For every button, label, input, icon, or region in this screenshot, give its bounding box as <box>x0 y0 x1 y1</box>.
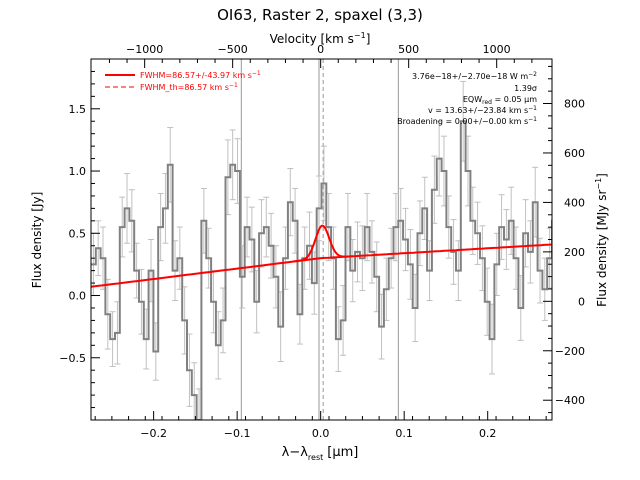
legend-entry-fwhm-text: FWHM=86.57+/-43.97 km s <box>140 71 252 80</box>
bottom-axis-label-main: λ−λ <box>282 445 309 460</box>
y-tick-label: 0.5 <box>69 227 87 240</box>
annotation-eqw-value: = 0.05 μm <box>492 95 537 104</box>
x-tick-label: −0.1 <box>224 427 251 440</box>
right-tick-label: −400 <box>555 394 585 407</box>
legend-entry-fwhm: FWHM=86.57+/-43.97 km s−1 <box>140 70 261 80</box>
right-axis-label-sup: −1 <box>594 178 603 190</box>
annotation-velocity: v = 13.63+/−23.84 km s−1 <box>428 105 537 115</box>
bottom-axis-label-sub: rest <box>308 453 323 462</box>
y-tick-label: 0.0 <box>69 290 87 303</box>
legend-entry-fwhm-sup: −1 <box>252 70 261 77</box>
spectrum-line <box>91 120 552 420</box>
annotation-broadening-text: Broadening = 0.00+/−0.00 km s <box>397 117 528 126</box>
right-tick-label: 800 <box>564 98 585 111</box>
top-axis-label-main: Velocity [km s <box>270 32 354 46</box>
right-axis-label-main: Flux density [MJy sr <box>595 190 609 307</box>
right-tick-label: 200 <box>564 246 585 259</box>
annotation-eqw-sub: red <box>482 99 492 106</box>
top-axis-label-end: ] <box>366 32 371 46</box>
right-tick-label: −200 <box>555 345 585 358</box>
annotation-eqw: EQWred = 0.05 μm <box>463 95 537 106</box>
annotation-broadening-sup: −1 <box>528 116 537 123</box>
top-tick-label: 500 <box>398 43 419 56</box>
right-axis-label: Flux density [MJy sr−1] <box>594 173 609 307</box>
right-tick-label: 400 <box>564 196 585 209</box>
annotation-eqw-text: EQW <box>463 95 482 104</box>
top-axis-label-sup: −1 <box>354 31 366 40</box>
right-tick-label: 0 <box>578 295 585 308</box>
x-tick-label: −0.2 <box>140 427 167 440</box>
x-tick-label: 0.1 <box>395 427 413 440</box>
y-tick-label: 1.5 <box>69 103 87 116</box>
top-tick-label: 0 <box>317 43 324 56</box>
right-tick-label: 600 <box>564 147 585 160</box>
left-axis-label: Flux density [Jy] <box>30 192 44 289</box>
right-axis-label-end: ] <box>595 173 609 178</box>
top-tick-label: −1000 <box>126 43 163 56</box>
annotation-significance: 1.39σ <box>514 84 537 93</box>
bottom-axis-label-unit: [μm] <box>327 445 358 460</box>
annotation-velocity-text: v = 13.63+/−23.84 km s <box>428 106 528 115</box>
annotation-flux-sup: −2 <box>528 71 537 78</box>
legend-entry-fwhm-th-text: FWHM_th=86.57 km s <box>140 83 229 92</box>
y-tick-label: −0.5 <box>59 352 86 365</box>
legend: FWHM=86.57+/-43.97 km s−1 FWHM_th=86.57 … <box>105 70 261 92</box>
fit-annotations: 3.76e−18+/−2.70e−18 W m−2 1.39σ EQWred =… <box>397 71 537 126</box>
legend-entry-fwhm-th-sup: −1 <box>229 82 238 89</box>
annotation-velocity-sup: −1 <box>528 105 537 112</box>
y-tick-label: 1.0 <box>69 165 87 178</box>
annotation-broadening: Broadening = 0.00+/−0.00 km s−1 <box>397 116 537 126</box>
reference-lines <box>240 59 399 420</box>
chart-title: OI63, Raster 2, spaxel (3,3) <box>217 6 423 24</box>
continuum-line <box>91 243 552 288</box>
top-tick-label: 1000 <box>483 43 511 56</box>
x-tick-label: 0.2 <box>479 427 497 440</box>
annotation-flux-text: 3.76e−18+/−2.70e−18 W m <box>412 72 528 81</box>
top-axis-label: Velocity [km s−1] <box>270 31 371 46</box>
axis-ticks: −0.2 −0.1 0.0 0.1 0.2 −0.5 0.0 0.5 1.0 1.5 −1000 −5… <box>59 43 585 440</box>
x-tick-label: 0.0 <box>312 427 330 440</box>
annotation-flux: 3.76e−18+/−2.70e−18 W m−2 <box>412 71 537 81</box>
legend-entry-fwhm-th: FWHM_th=86.57 km s−1 <box>140 82 238 92</box>
bottom-axis-label: λ−λrest [μm] <box>282 445 359 462</box>
top-tick-label: −500 <box>218 43 248 56</box>
